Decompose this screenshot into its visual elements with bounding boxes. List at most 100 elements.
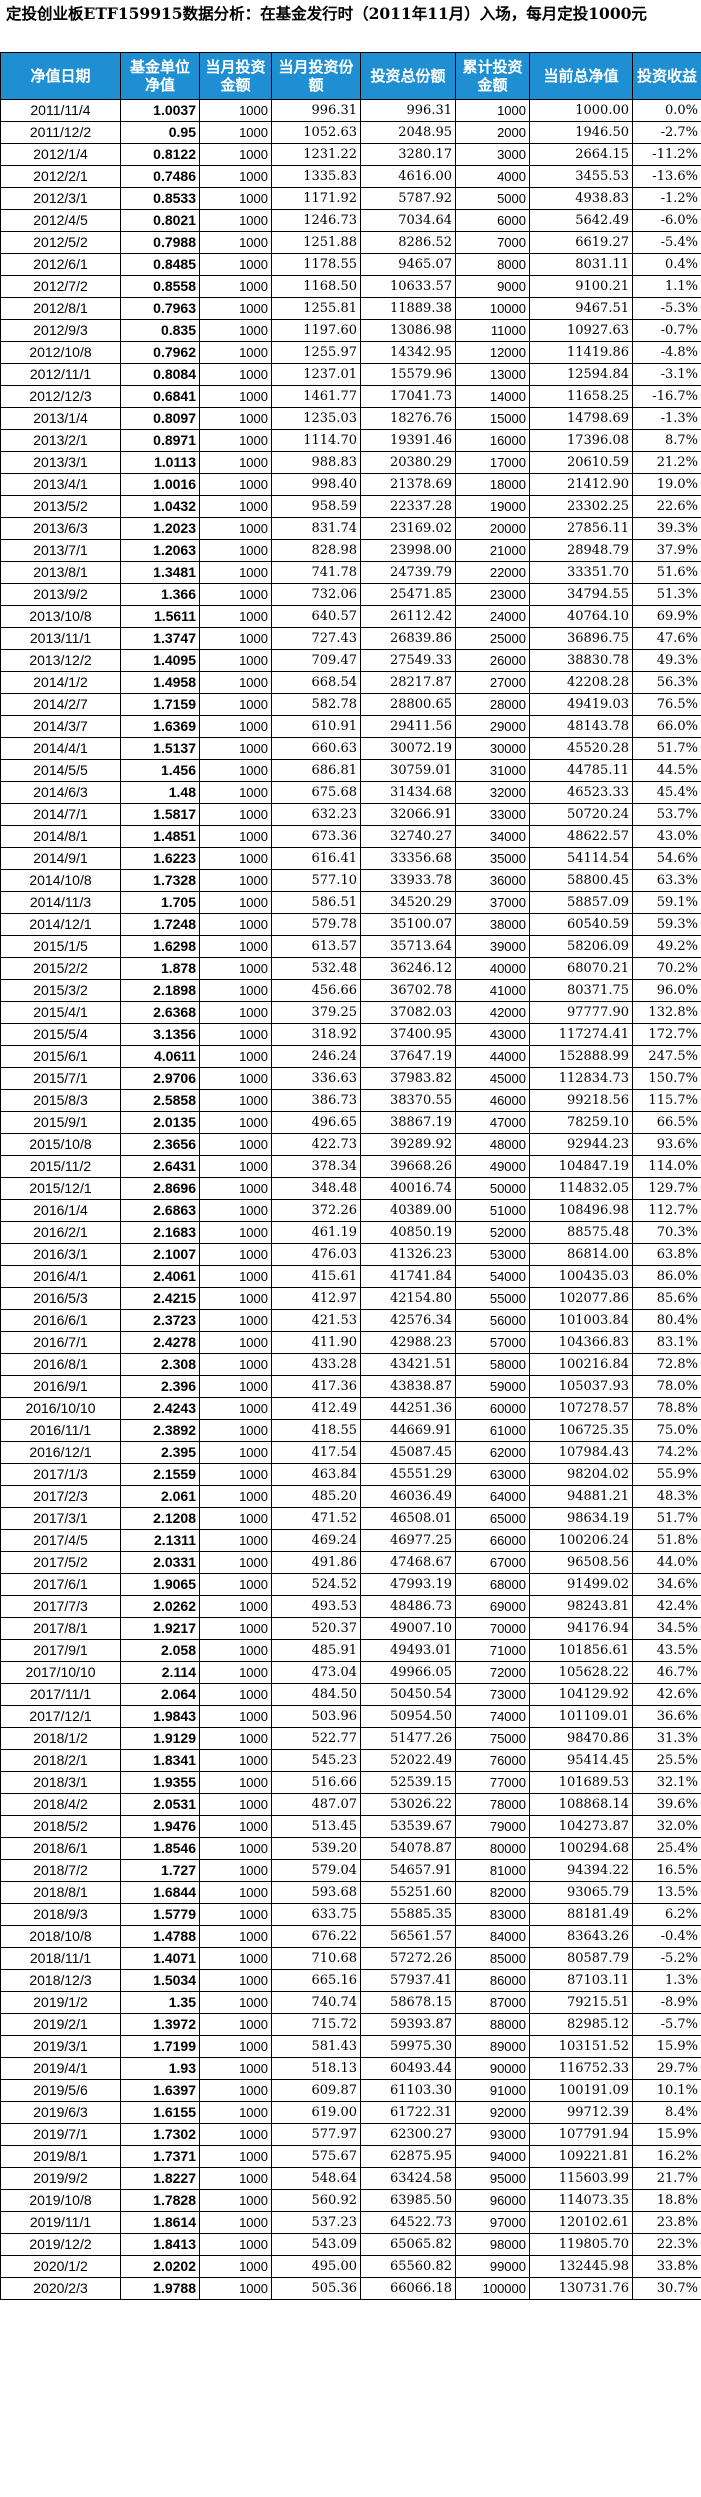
cell-unit-nav: 1.3972 xyxy=(120,2013,200,2036)
cell-monthly-shares: 513.45 xyxy=(271,1815,361,1838)
cell-date: 2019/4/1 xyxy=(0,2057,121,2080)
cell-unit-nav: 1.456 xyxy=(120,759,200,782)
cell-unit-nav: 2.1559 xyxy=(120,1463,200,1486)
cell-return: 0.4% xyxy=(632,253,701,276)
table-row: 2015/9/1 2.0135 1000 496.65 38867.19 47000 782… xyxy=(0,1111,701,1134)
cell-return: 112.7% xyxy=(632,1199,701,1222)
cell-return: 39.3% xyxy=(632,517,701,540)
cell-total-shares: 29411.56 xyxy=(360,715,456,738)
col-header-monthly-shares: 当月投资份额 xyxy=(271,52,361,100)
cell-total-shares: 24739.79 xyxy=(360,561,456,584)
cell-unit-nav: 1.6223 xyxy=(120,847,200,870)
cell-monthly-amount: 1000 xyxy=(199,2233,272,2256)
cell-monthly-shares: 996.31 xyxy=(271,99,361,122)
cell-cumulative-amount: 16000 xyxy=(455,429,530,452)
cell-unit-nav: 2.1007 xyxy=(120,1243,200,1266)
cell-monthly-amount: 1000 xyxy=(199,1859,272,1882)
cell-unit-nav: 0.8485 xyxy=(120,253,200,276)
cell-return: 72.8% xyxy=(632,1353,701,1376)
cell-unit-nav: 1.9065 xyxy=(120,1573,200,1596)
cell-monthly-shares: 484.50 xyxy=(271,1683,361,1706)
table-row: 2019/4/1 1.93 1000 518.13 60493.44 90000 11675… xyxy=(0,2057,701,2080)
table-row: 2018/5/2 1.9476 1000 513.45 53539.67 79000 104… xyxy=(0,1815,701,1838)
cell-date: 2019/2/1 xyxy=(0,2013,121,2036)
cell-monthly-shares: 710.68 xyxy=(271,1947,361,1970)
cell-cumulative-amount: 84000 xyxy=(455,1925,530,1948)
cell-return: 59.3% xyxy=(632,913,701,936)
cell-monthly-shares: 1246.73 xyxy=(271,209,361,232)
cell-unit-nav: 2.6431 xyxy=(120,1155,200,1178)
cell-return: -8.9% xyxy=(632,1991,701,2014)
cell-current-value: 80371.75 xyxy=(529,979,633,1002)
cell-monthly-shares: 676.22 xyxy=(271,1925,361,1948)
cell-total-shares: 50954.50 xyxy=(360,1705,456,1728)
table-row: 2018/11/1 1.4071 1000 710.68 57272.26 85000 80… xyxy=(0,1947,701,1970)
cell-date: 2016/10/10 xyxy=(0,1397,121,1420)
cell-monthly-amount: 1000 xyxy=(199,1397,272,1420)
cell-current-value: 132445.98 xyxy=(529,2255,633,2278)
table-row: 2017/11/1 2.064 1000 484.50 50450.54 73000 104… xyxy=(0,1683,701,1706)
cell-date: 2017/11/1 xyxy=(0,1683,121,1706)
cell-monthly-amount: 1000 xyxy=(199,1441,272,1464)
cell-return: 70.2% xyxy=(632,957,701,980)
cell-cumulative-amount: 24000 xyxy=(455,605,530,628)
cell-unit-nav: 1.6369 xyxy=(120,715,200,738)
col-header-current-value: 当前总净值 xyxy=(529,52,633,100)
cell-date: 2016/8/1 xyxy=(0,1353,121,1376)
cell-unit-nav: 0.7486 xyxy=(120,165,200,188)
cell-monthly-amount: 1000 xyxy=(199,1815,272,1838)
table-row: 2017/12/1 1.9843 1000 503.96 50954.50 74000 10… xyxy=(0,1705,701,1728)
cell-monthly-amount: 1000 xyxy=(199,1001,272,1024)
cell-cumulative-amount: 54000 xyxy=(455,1265,530,1288)
cell-unit-nav: 0.95 xyxy=(120,121,200,144)
table-row: 2013/11/1 1.3747 1000 727.43 26839.86 25000 36… xyxy=(0,627,701,650)
cell-date: 2012/6/1 xyxy=(0,253,121,276)
cell-unit-nav: 1.6844 xyxy=(120,1881,200,1904)
table-row: 2013/6/3 1.2023 1000 831.74 23169.02 20000 278… xyxy=(0,517,701,540)
cell-monthly-shares: 616.41 xyxy=(271,847,361,870)
cell-monthly-amount: 1000 xyxy=(199,1485,272,1508)
table-row: 2017/8/1 1.9217 1000 520.37 49007.10 70000 941… xyxy=(0,1617,701,1640)
cell-monthly-shares: 532.48 xyxy=(271,957,361,980)
cell-cumulative-amount: 2000 xyxy=(455,121,530,144)
cell-current-value: 11658.25 xyxy=(529,385,633,408)
cell-monthly-shares: 715.72 xyxy=(271,2013,361,2036)
cell-date: 2018/11/1 xyxy=(0,1947,121,1970)
cell-monthly-amount: 1000 xyxy=(199,2167,272,2190)
col-header-total-shares: 投资总份额 xyxy=(360,52,456,100)
cell-monthly-shares: 461.19 xyxy=(271,1221,361,1244)
cell-return: 23.8% xyxy=(632,2211,701,2234)
table-row: 2016/2/1 2.1683 1000 461.19 40850.19 52000 885… xyxy=(0,1221,701,1244)
cell-unit-nav: 2.308 xyxy=(120,1353,200,1376)
table-row: 2018/12/3 1.5034 1000 665.16 57937.41 86000 87… xyxy=(0,1969,701,1992)
cell-monthly-shares: 545.23 xyxy=(271,1749,361,1772)
table-row: 2017/7/3 2.0262 1000 493.53 48486.73 69000 982… xyxy=(0,1595,701,1618)
cell-current-value: 105037.93 xyxy=(529,1375,633,1398)
table-row: 2019/1/2 1.35 1000 740.74 58678.15 87000 79215… xyxy=(0,1991,701,2014)
cell-return: 83.1% xyxy=(632,1331,701,1354)
table-row: 2013/3/1 1.0113 1000 988.83 20380.29 17000 206… xyxy=(0,451,701,474)
cell-unit-nav: 3.1356 xyxy=(120,1023,200,1046)
cell-monthly-shares: 673.36 xyxy=(271,825,361,848)
cell-monthly-shares: 372.26 xyxy=(271,1199,361,1222)
cell-return: 76.5% xyxy=(632,693,701,716)
col-header-return: 投资收益 xyxy=(632,52,701,100)
cell-unit-nav: 0.7963 xyxy=(120,297,200,320)
cell-cumulative-amount: 73000 xyxy=(455,1683,530,1706)
cell-current-value: 87103.11 xyxy=(529,1969,633,1992)
cell-cumulative-amount: 3000 xyxy=(455,143,530,166)
cell-total-shares: 33933.78 xyxy=(360,869,456,892)
cell-total-shares: 39668.26 xyxy=(360,1155,456,1178)
cell-date: 2016/6/1 xyxy=(0,1309,121,1332)
cell-total-shares: 46508.01 xyxy=(360,1507,456,1530)
cell-monthly-shares: 318.92 xyxy=(271,1023,361,1046)
cell-cumulative-amount: 75000 xyxy=(455,1727,530,1750)
cell-total-shares: 18276.76 xyxy=(360,407,456,430)
cell-cumulative-amount: 63000 xyxy=(455,1463,530,1486)
cell-total-shares: 65065.82 xyxy=(360,2233,456,2256)
cell-monthly-amount: 1000 xyxy=(199,253,272,276)
cell-cumulative-amount: 53000 xyxy=(455,1243,530,1266)
table-row: 2020/1/2 2.0202 1000 495.00 65560.82 99000 132… xyxy=(0,2255,701,2278)
cell-return: 93.6% xyxy=(632,1133,701,1156)
cell-monthly-amount: 1000 xyxy=(199,2255,272,2278)
